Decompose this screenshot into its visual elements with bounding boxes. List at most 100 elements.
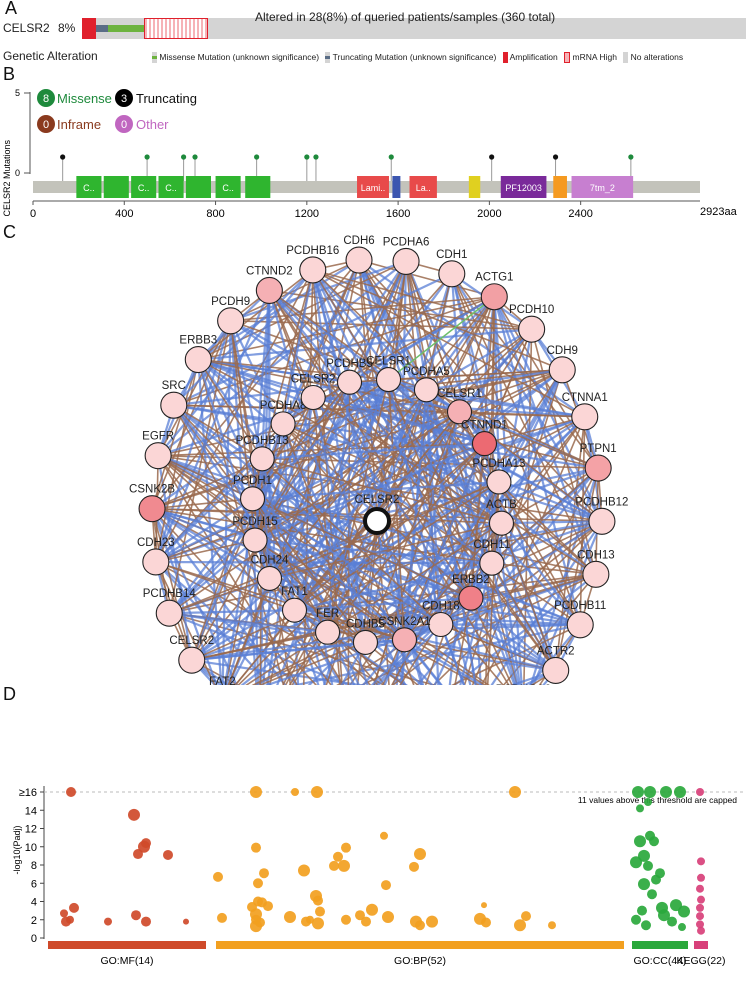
missense-mutation-dot[interactable]: [313, 154, 319, 160]
node-circle[interactable]: [446, 399, 473, 425]
protein-domain[interactable]: [158, 176, 184, 198]
missense-mutation-dot[interactable]: [254, 154, 260, 160]
node-circle[interactable]: [413, 377, 439, 403]
node-circle[interactable]: [142, 548, 170, 576]
enrichment-term-point[interactable]: [311, 786, 323, 798]
network-node[interactable]: PCDH1: [233, 475, 272, 512]
enrichment-term-point[interactable]: [66, 787, 76, 797]
protein-domain[interactable]: [500, 176, 547, 198]
protein-domain[interactable]: [553, 176, 567, 198]
network-node[interactable]: PCDHGA8: [496, 684, 552, 685]
enrichment-term-point[interactable]: [644, 798, 652, 807]
protein-domain[interactable]: [571, 176, 634, 198]
node-circle[interactable]: [239, 486, 266, 512]
enrichment-term-point[interactable]: [60, 909, 68, 918]
enrichment-term-point[interactable]: [284, 911, 296, 924]
enrichment-term-point[interactable]: [678, 905, 690, 918]
enrichment-term-point[interactable]: [291, 788, 299, 796]
network-node[interactable]: CDHB5: [346, 618, 385, 655]
enrichment-term-point[interactable]: [426, 915, 438, 928]
node-circle[interactable]: [315, 619, 341, 645]
protein-domain[interactable]: [76, 176, 102, 198]
enrichment-term-point[interactable]: [631, 914, 641, 925]
enrichment-term-point[interactable]: [315, 906, 325, 917]
protein-domain[interactable]: [131, 176, 157, 198]
enrichment-term-point[interactable]: [696, 884, 704, 893]
enrichment-term-point[interactable]: [312, 917, 324, 930]
protein-domain[interactable]: [185, 176, 211, 198]
network-node[interactable]: CELSR2: [169, 635, 214, 674]
truncating-mutation-dot[interactable]: [552, 154, 559, 160]
network-node[interactable]: CDH11: [473, 539, 510, 576]
network-node[interactable]: FAT2: [209, 676, 236, 685]
enrichment-term-point[interactable]: [697, 873, 705, 882]
node-circle[interactable]: [184, 346, 212, 374]
enrichment-term-point[interactable]: [361, 916, 371, 927]
enrichment-term-point[interactable]: [641, 920, 651, 931]
network-node[interactable]: PCDHB11: [554, 600, 606, 639]
network-node[interactable]: CDH13: [577, 549, 615, 588]
node-circle[interactable]: [584, 454, 612, 482]
node-circle[interactable]: [566, 611, 594, 639]
enrichment-term-point[interactable]: [341, 842, 351, 853]
enrichment-term-point[interactable]: [521, 911, 531, 922]
missense-mutation-dot[interactable]: [144, 154, 150, 160]
network-node[interactable]: CELSR1: [437, 388, 482, 425]
network-node[interactable]: PCDH10: [509, 304, 554, 343]
enrichment-term-point[interactable]: [298, 864, 310, 877]
missense-mutation-dot[interactable]: [181, 154, 187, 160]
node-circle[interactable]: [542, 656, 570, 684]
node-circle[interactable]: [582, 560, 610, 588]
node-circle[interactable]: [486, 469, 512, 495]
enrichment-term-point[interactable]: [696, 912, 704, 921]
enrichment-term-point[interactable]: [647, 889, 657, 900]
node-circle[interactable]: [479, 550, 505, 576]
enrichment-term-point[interactable]: [329, 860, 339, 871]
network-node[interactable]: CELSR1: [366, 356, 411, 393]
network-node[interactable]: PCDHA6: [383, 236, 430, 275]
enrichment-term-point[interactable]: [409, 861, 419, 872]
network-node[interactable]: CELSR2: [291, 374, 336, 411]
enrichment-term-point[interactable]: [514, 919, 526, 932]
enrichment-term-point[interactable]: [250, 786, 262, 798]
enrichment-term-point[interactable]: [481, 902, 487, 909]
enrichment-term-point[interactable]: [250, 920, 262, 933]
network-node[interactable]: CTNND2: [246, 265, 293, 304]
protein-domain[interactable]: [357, 176, 389, 198]
node-circle[interactable]: [281, 597, 308, 623]
node-circle[interactable]: [256, 565, 283, 591]
enrichment-term-point[interactable]: [306, 915, 314, 924]
node-circle[interactable]: [571, 403, 599, 431]
node-circle[interactable]: [242, 527, 268, 553]
protein-domain[interactable]: [245, 176, 271, 198]
network-node[interactable]: PCDHB14: [143, 588, 197, 627]
node-circle[interactable]: [548, 356, 576, 384]
enrichment-term-point[interactable]: [638, 878, 650, 891]
enrichment-term-point[interactable]: [163, 849, 173, 860]
network-node[interactable]: PCDHB13: [236, 435, 289, 472]
node-circle[interactable]: [336, 369, 363, 395]
enrichment-term-point[interactable]: [414, 848, 426, 861]
node-circle[interactable]: [488, 510, 515, 536]
node-circle[interactable]: [255, 276, 283, 304]
enrichment-term-point[interactable]: [696, 903, 704, 912]
enrichment-term-point[interactable]: [366, 903, 378, 916]
enrichment-term-point[interactable]: [253, 878, 263, 889]
enrichment-term-point[interactable]: [674, 786, 686, 798]
protein-domain[interactable]: [409, 176, 437, 198]
enrichment-term-point[interactable]: [183, 918, 189, 925]
enrichment-term-point[interactable]: [69, 902, 79, 913]
enrichment-term-point[interactable]: [644, 786, 656, 798]
enrichment-term-point[interactable]: [415, 920, 425, 931]
enrichment-term-point[interactable]: [338, 859, 350, 872]
enrichment-term-point[interactable]: [655, 868, 665, 879]
enrichment-term-point[interactable]: [333, 851, 343, 862]
enrichment-term-point[interactable]: [263, 901, 273, 912]
enrichment-term-point[interactable]: [638, 849, 650, 862]
enrichment-term-point[interactable]: [670, 899, 682, 912]
network-node[interactable]: CSNK2B: [129, 484, 175, 523]
network-node[interactable]: ERBB3: [179, 335, 217, 374]
center-node-circle[interactable]: [363, 507, 391, 535]
node-circle[interactable]: [588, 507, 616, 535]
network-node[interactable]: PCDHB12: [575, 496, 628, 535]
